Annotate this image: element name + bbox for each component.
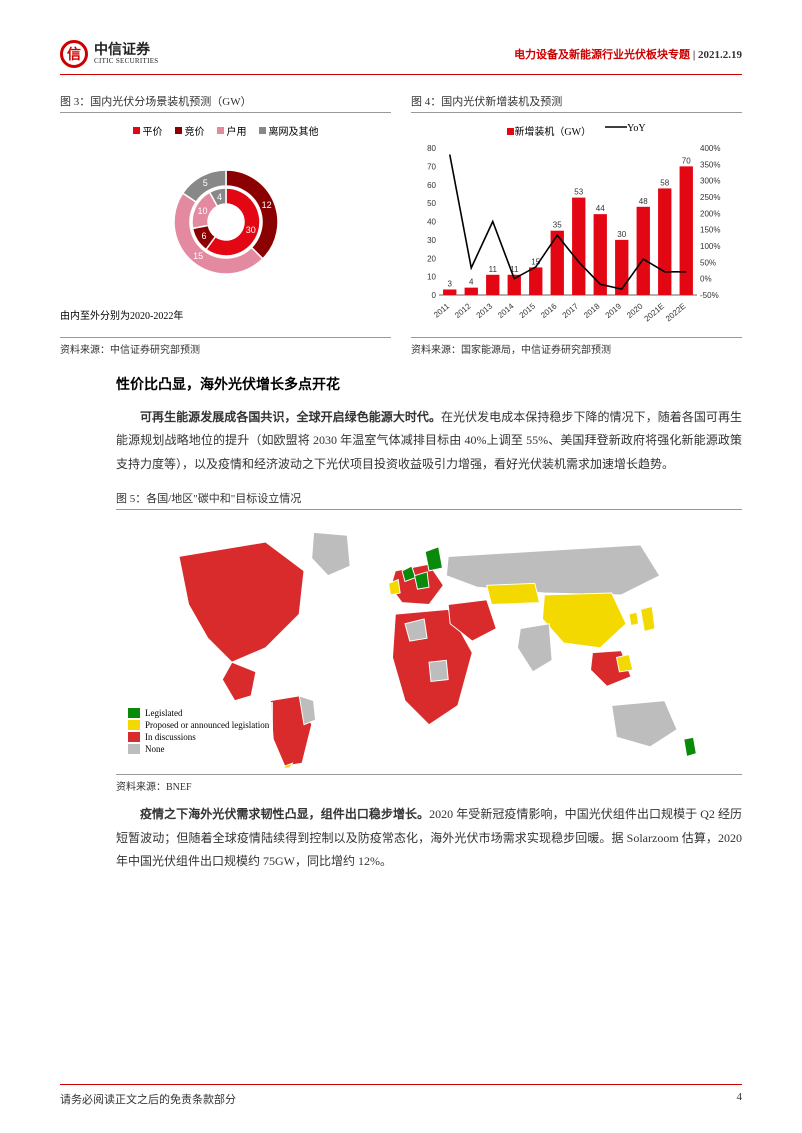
svg-text:15: 15 <box>193 251 203 261</box>
map-legend-item: In discussions <box>128 732 269 742</box>
svg-text:2017: 2017 <box>561 301 581 320</box>
svg-text:5: 5 <box>202 178 207 188</box>
svg-text:0%: 0% <box>700 275 712 284</box>
svg-text:2012: 2012 <box>453 301 473 320</box>
svg-text:10: 10 <box>197 206 207 216</box>
svg-text:300%: 300% <box>700 177 720 186</box>
svg-text:2014: 2014 <box>496 301 516 320</box>
svg-text:200%: 200% <box>700 209 720 218</box>
svg-text:80: 80 <box>427 144 436 153</box>
svg-text:30: 30 <box>427 236 436 245</box>
svg-text:2016: 2016 <box>539 301 559 320</box>
svg-text:58: 58 <box>660 178 669 187</box>
figure-4: 图 4：国内光伏新增装机及预测 新增装机（GW） YoY 0 10 20 30 40 50… <box>411 93 742 356</box>
svg-text:100%: 100% <box>700 242 720 251</box>
map-legend-item: None <box>128 744 269 754</box>
svg-text:44: 44 <box>596 204 605 213</box>
figure-5-title: 图 5：各国/地区"碳中和"目标设立情况 <box>116 490 742 510</box>
logo-text-en: CITIC SECURITIES <box>94 58 159 65</box>
map-legend-item: Proposed or announced legislation <box>128 720 269 730</box>
legend-line-swatch <box>605 123 627 131</box>
figure-5-source: 资料来源：BNEF <box>116 774 742 793</box>
figure-3: 图 3：国内光伏分场景装机预测（GW） 平价竞价户用离网及其他 30 6 10 4 12… <box>60 93 391 356</box>
svg-text:-50%: -50% <box>700 291 719 300</box>
figure-4-legend: 新增装机（GW） YoY <box>411 123 742 138</box>
svg-text:4: 4 <box>469 278 474 287</box>
paragraph-2: 疫情之下海外光伏需求韧性凸显，组件出口稳步增长。2020 年受新冠疫情影响，中国… <box>116 803 742 873</box>
figure-4-title: 图 4：国内光伏新增装机及预测 <box>411 93 742 113</box>
svg-text:5: 5 <box>223 279 228 289</box>
figure-3-title: 图 3：国内光伏分场景装机预测（GW） <box>60 93 391 113</box>
legend-item: 竞价 <box>175 123 205 138</box>
svg-text:4: 4 <box>217 192 222 202</box>
svg-text:2013: 2013 <box>475 301 495 320</box>
figure-5: 图 5：各国/地区"碳中和"目标设立情况 <box>116 490 742 793</box>
svg-text:40: 40 <box>427 218 436 227</box>
svg-text:3: 3 <box>448 279 453 288</box>
svg-text:350%: 350% <box>700 160 720 169</box>
bar-line-chart: 0 10 20 30 40 50 60 70 80 -50% 0% 50% 100% 150% 200% 25… <box>411 144 731 329</box>
svg-text:250%: 250% <box>700 193 720 202</box>
svg-text:150%: 150% <box>700 226 720 235</box>
footer-disclaimer: 请务必阅读正文之后的免责条款部分 <box>60 1091 236 1107</box>
legend-item: 离网及其他 <box>259 123 319 138</box>
figure-3-caption: 由内至外分别为2020-2022年 <box>60 307 391 322</box>
svg-text:50: 50 <box>427 199 436 208</box>
svg-text:30: 30 <box>617 230 626 239</box>
map-legend-item: Legislated <box>128 708 269 718</box>
svg-text:2021E: 2021E <box>643 302 667 324</box>
logo-icon: 信 <box>60 40 88 68</box>
svg-text:2011: 2011 <box>432 301 451 319</box>
svg-text:2019: 2019 <box>604 301 624 320</box>
svg-text:50%: 50% <box>700 258 716 267</box>
legend-bar-label: 新增装机（GW） <box>514 127 591 138</box>
svg-text:35: 35 <box>553 221 562 230</box>
p1-bold: 可再生能源发展成各国共识，全球开启绿色能源大时代。 <box>140 410 441 424</box>
figure-4-source: 资料来源：国家能源局，中信证券研究部预测 <box>411 337 742 356</box>
svg-text:11: 11 <box>489 265 498 274</box>
svg-text:20: 20 <box>427 254 436 263</box>
svg-text:0: 0 <box>432 291 437 300</box>
figure-5-legend: Legislated Proposed or announced legislat… <box>124 702 273 760</box>
svg-text:2022E: 2022E <box>664 302 688 324</box>
figure-3-source: 资料来源：中信证券研究部预测 <box>60 337 391 356</box>
section-heading: 性价比凸显，海外光伏增长多点开花 <box>116 374 742 394</box>
svg-text:10: 10 <box>427 273 436 282</box>
page-header: 信 中信证券 CITIC SECURITIES 电力设备及新能源行业光伏板块专题… <box>60 40 742 75</box>
header-topic: 电力设备及新能源行业光伏板块专题 | 2021.2.19 <box>514 46 742 62</box>
paragraph-1: 可再生能源发展成各国共识，全球开启绿色能源大时代。在光伏发电成本保持稳步下降的情… <box>116 406 742 476</box>
legend-item: 户用 <box>217 123 247 138</box>
logo-text-cn: 中信证券 <box>94 44 159 58</box>
svg-text:70: 70 <box>427 162 436 171</box>
date-text: 2021.2.19 <box>698 49 742 61</box>
svg-text:60: 60 <box>427 181 436 190</box>
svg-text:70: 70 <box>682 156 691 165</box>
p2-bold: 疫情之下海外光伏需求韧性凸显，组件出口稳步增长。 <box>140 807 429 821</box>
legend-item: 平价 <box>133 123 163 138</box>
topic-text: 电力设备及新能源行业光伏板块专题 <box>514 49 690 61</box>
figure-3-legend: 平价竞价户用离网及其他 <box>60 123 391 138</box>
svg-text:12: 12 <box>261 200 271 210</box>
svg-text:6: 6 <box>201 231 206 241</box>
donut-chart: 30 6 10 4 12 15 5 5 <box>131 144 321 299</box>
svg-text:2015: 2015 <box>518 301 538 320</box>
svg-text:30: 30 <box>245 225 255 235</box>
svg-text:2018: 2018 <box>582 301 602 320</box>
svg-text:53: 53 <box>574 188 583 197</box>
brand-logo: 信 中信证券 CITIC SECURITIES <box>60 40 159 68</box>
legend-line-label: YoY <box>627 123 645 134</box>
page-footer: 请务必阅读正文之后的免责条款部分 4 <box>60 1084 742 1107</box>
page-number: 4 <box>737 1091 743 1107</box>
svg-text:48: 48 <box>639 197 648 206</box>
svg-text:400%: 400% <box>700 144 720 153</box>
